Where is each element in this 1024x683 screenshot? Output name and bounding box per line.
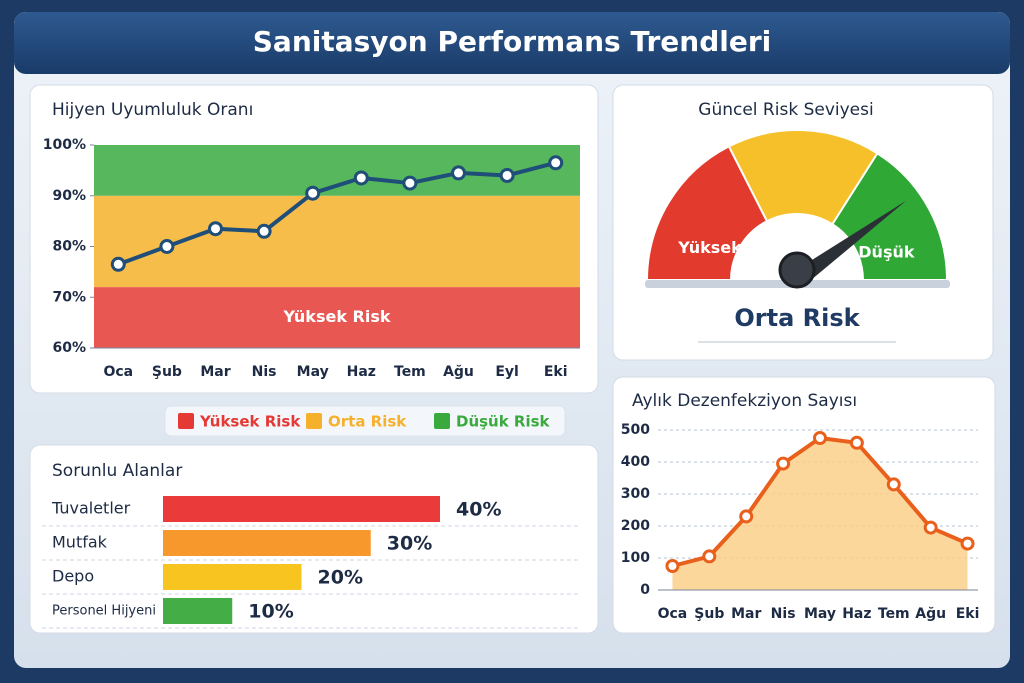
x-tick-label: Tem (878, 606, 910, 622)
bar (163, 598, 233, 624)
gauge-needle (791, 200, 907, 288)
x-tick-label: May (804, 606, 836, 622)
point (813, 431, 827, 445)
x-tick-label: Ağu (443, 364, 474, 380)
gauge-label: Düşük (858, 242, 915, 261)
point (702, 549, 717, 564)
point (305, 185, 321, 201)
value-label: 30% (387, 533, 432, 555)
needle-hub (778, 251, 816, 289)
y-tick-label: 300 (621, 486, 650, 502)
point (960, 536, 975, 551)
x-tick-label: Oca (103, 364, 133, 380)
x-tick-label: Tem (394, 364, 426, 380)
point (886, 477, 901, 492)
category-label: Mutfak (52, 533, 108, 552)
y-tick-label: 200 (621, 518, 650, 534)
bar (163, 496, 440, 522)
bar (163, 530, 371, 556)
gauge-label: Yüksek (677, 238, 742, 257)
x-tick-label: Eki (544, 364, 568, 380)
legend-box (164, 405, 566, 437)
x-tick-label: May (297, 364, 329, 380)
bar (163, 564, 302, 590)
y-tick-label: 90% (52, 188, 86, 204)
point (665, 559, 680, 573)
point (256, 223, 272, 239)
point (499, 167, 515, 183)
point (208, 221, 223, 237)
category-label: Tuvaletler (51, 499, 131, 518)
area (672, 438, 968, 590)
legend-swatch (306, 413, 322, 429)
value-label: 10% (248, 601, 293, 623)
chart-title: Sorunlu Alanlar (52, 461, 182, 481)
gauge-segment (645, 145, 769, 281)
y-tick-label: 60% (52, 340, 86, 356)
line (117, 160, 557, 267)
legend-swatch (178, 413, 194, 429)
value-label: 40% (456, 499, 501, 521)
gauge-segment (727, 129, 879, 226)
x-tick-label: Mar (731, 606, 761, 622)
point (739, 509, 754, 524)
y-tick-label: 100 (621, 550, 650, 566)
point (451, 165, 466, 181)
gauge-status: Orta Risk (734, 304, 860, 332)
legend-swatch (434, 413, 450, 429)
x-tick-label: Mar (200, 364, 230, 380)
header (14, 12, 1010, 74)
x-tick-label: Nis (252, 364, 277, 380)
legend-label: Orta Risk (328, 413, 407, 431)
point (110, 256, 126, 272)
legend-label: Düşük Risk (456, 413, 551, 431)
category-label: Personel Hijyeni (52, 604, 156, 619)
point (159, 239, 175, 254)
x-tick-label: Şub (694, 606, 724, 622)
value-label: 20% (318, 567, 363, 589)
y-tick-label: 500 (621, 422, 650, 438)
point (402, 175, 418, 191)
page-title: Sanitasyon Performans Trendleri (253, 25, 771, 58)
x-tick-label: Ağu (915, 606, 946, 622)
point (548, 155, 564, 171)
risk-zone (94, 287, 580, 348)
y-tick-label: 70% (52, 289, 86, 305)
zone-label: Yüksek Risk (282, 307, 390, 326)
chart-title: Aylık Dezenfekziyon Sayısı (632, 391, 857, 411)
point (353, 170, 369, 186)
x-tick-label: Eki (956, 606, 980, 622)
panel (612, 84, 994, 361)
chart-title: Güncel Risk Seviyesi (698, 100, 873, 120)
legend-label: Yüksek Risk (199, 413, 301, 431)
point (776, 456, 791, 471)
chart-title: Hijyen Uyumluluk Oranı (52, 100, 253, 120)
x-tick-label: Eyl (495, 364, 519, 380)
x-tick-label: Oca (658, 606, 688, 622)
point (849, 435, 864, 450)
category-label: Depo (52, 567, 94, 586)
y-tick-label: 80% (52, 239, 86, 255)
x-tick-label: Nis (771, 606, 796, 622)
y-tick-label: 400 (621, 454, 650, 470)
y-tick-label: 100% (43, 137, 86, 153)
x-tick-label: Haz (842, 606, 871, 622)
x-tick-label: Şub (152, 364, 182, 380)
x-tick-label: Haz (347, 364, 376, 380)
point (923, 520, 938, 535)
y-tick-label: 0 (640, 582, 650, 598)
